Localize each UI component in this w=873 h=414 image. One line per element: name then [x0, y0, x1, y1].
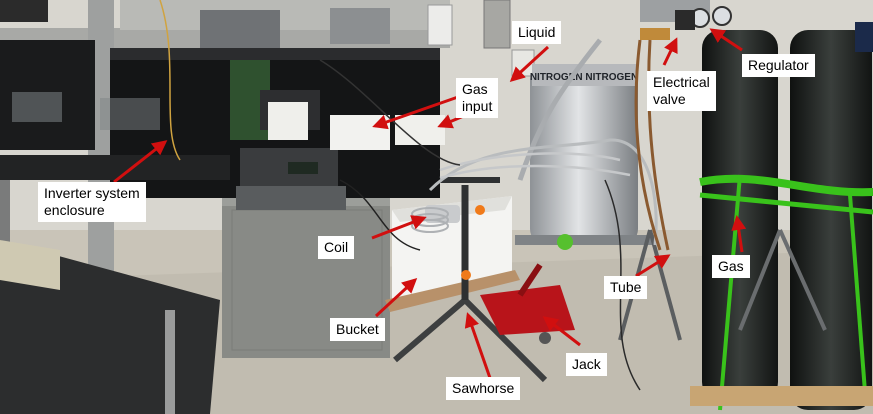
label-gas-input: Gas input: [456, 78, 499, 118]
annotation-arrows: [113, 28, 747, 379]
arrow-gas: [731, 215, 747, 253]
label-gas-input-line1: Gas: [462, 81, 488, 97]
green-strap: [699, 174, 873, 197]
label-tube: Tube: [604, 276, 648, 299]
arrow-gas-input-1: [372, 95, 459, 130]
label-liquid: Liquid: [512, 21, 562, 44]
wooden-base: [690, 386, 873, 406]
arrow-regulator: [709, 28, 743, 52]
gas-cylinder-right: [790, 30, 872, 410]
label-bucket: Bucket: [330, 318, 385, 341]
label-inverter-line1: Inverter system: [44, 185, 140, 201]
gas-cylinder-left: [702, 30, 778, 400]
label-electrical-valve-line2: valve: [653, 91, 686, 107]
label-coil: Coil: [318, 236, 355, 259]
braided-tube: [517, 38, 602, 181]
label-regulator: Regulator: [742, 54, 815, 77]
label-electrical-valve: Electrical valve: [647, 71, 716, 111]
label-gas-input-line2: input: [462, 98, 493, 114]
label-jack: Jack: [566, 353, 607, 376]
workbench: [0, 155, 230, 180]
dewar-label: NITROGEN NITROGEN: [530, 72, 638, 83]
arrow-jack: [542, 316, 581, 347]
arrow-coil: [371, 215, 427, 240]
label-gas: Gas: [712, 255, 750, 278]
label-sawhorse: Sawhorse: [446, 377, 521, 400]
arrow-bucket: [374, 277, 418, 318]
arrow-electrical-valve: [662, 37, 678, 66]
label-inverter-line2: enclosure: [44, 202, 105, 218]
arrow-sawhorse: [464, 312, 492, 379]
arrow-inverter: [113, 140, 168, 184]
label-inverter-enclosure: Inverter system enclosure: [38, 182, 146, 222]
arrow-tube: [635, 254, 671, 278]
instrument-lower: [236, 186, 346, 210]
label-electrical-valve-line1: Electrical: [653, 74, 710, 90]
arrow-liquid: [509, 45, 550, 83]
